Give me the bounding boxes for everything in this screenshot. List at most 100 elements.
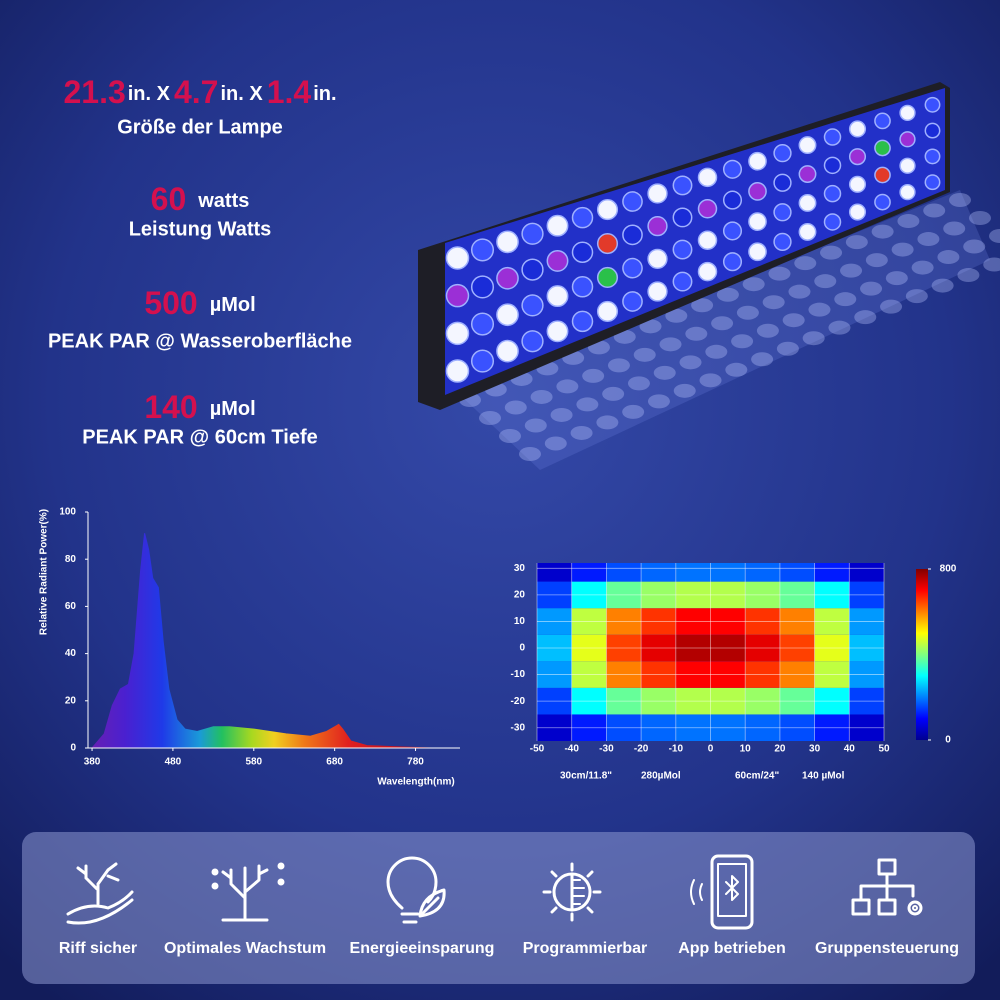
y-axis-label: Relative Radiant Power(%): [39, 509, 50, 635]
colorbar-label: 800: [940, 564, 957, 575]
x-tick-label: 680: [326, 757, 343, 768]
feature-label: Energieeinsparung: [350, 940, 495, 957]
lamp-reflection-led: [834, 292, 857, 307]
heat-cell: [849, 563, 884, 582]
spec-number: 60: [151, 181, 187, 217]
lamp-led: [848, 175, 867, 193]
lamp-reflection-led: [665, 308, 688, 323]
lamp-led: [571, 241, 594, 263]
lamp-reflection-led: [570, 425, 593, 440]
lamp-led: [924, 174, 941, 191]
spec-unit: in. X: [220, 83, 263, 105]
lamp-reflection-led: [742, 277, 765, 292]
lamp-reflection-led: [756, 323, 779, 338]
lamp-led: [773, 232, 792, 251]
lamp-led: [470, 312, 495, 336]
spec-label: Leistung Watts: [129, 218, 272, 240]
lamp-led: [798, 222, 817, 241]
x-tick-label: 50: [878, 744, 890, 755]
lamp-led: [697, 230, 718, 250]
heatmap-annotation: 60cm/24": [735, 771, 779, 782]
lamp-led: [748, 242, 767, 262]
lamp-reflection: [460, 190, 990, 470]
lamp-reflection-led: [524, 418, 547, 433]
lamp-reflection-led: [949, 193, 971, 207]
lamp-face: [445, 88, 945, 395]
spec-label: PEAK PAR @ Wasseroberfläche: [48, 330, 352, 352]
lamp-led: [773, 203, 792, 222]
spec-list: 21.3 in. X 4.7 in. X 1.4 in.Größe der Lampe60…: [48, 74, 352, 448]
icon-coral: [211, 862, 285, 922]
icon-app: [690, 854, 754, 930]
lamp-reflection-led: [711, 316, 734, 331]
lamp-reflection-led: [768, 266, 791, 281]
lamp-reflection-led: [685, 326, 708, 341]
lamp-led: [596, 232, 619, 255]
lamp-led: [571, 310, 594, 333]
lamp-led: [874, 139, 891, 157]
lamp-reflection-led: [891, 242, 914, 257]
lamp-led: [899, 104, 916, 121]
lamp-led: [899, 131, 916, 148]
lamp-reflection-led: [983, 257, 1000, 272]
feature-label: App betrieben: [678, 940, 786, 957]
heat-cell: [745, 563, 780, 582]
y-tick-label: 0: [519, 643, 525, 654]
lamp-reflection-led: [576, 397, 599, 412]
y-tick-label: 60: [65, 601, 77, 612]
lamp-led: [748, 182, 767, 201]
lamp-reflection-led: [917, 232, 940, 247]
lamp-led: [874, 112, 891, 130]
lamp-led: [571, 206, 594, 229]
lamp-led: [697, 167, 718, 188]
lamp-led: [470, 275, 495, 299]
spec-number: 500: [144, 285, 197, 321]
lamp-reflection-led: [762, 295, 785, 310]
lamp-reflection-led: [582, 368, 605, 383]
lamp-led: [823, 213, 842, 231]
lamp-reflection-led: [854, 310, 877, 325]
lamp-led: [773, 173, 792, 192]
spec-unit: in. X: [128, 83, 171, 105]
colorbar: [916, 569, 928, 740]
lamp-led: [496, 230, 519, 254]
lamp-led: [798, 194, 817, 212]
x-tick-label: 780: [407, 757, 424, 768]
lamp-led: [546, 249, 569, 272]
y-tick-label: 20: [514, 590, 526, 601]
lamp-reflection-led: [905, 289, 928, 304]
spec-unit: in.: [313, 83, 336, 105]
lamp-led: [546, 214, 569, 237]
feature-label: Programmierbar: [523, 940, 648, 957]
lamp-led: [596, 199, 619, 221]
lamp-reflection-led: [725, 362, 748, 377]
lamp-reflection-led: [673, 383, 696, 398]
lamp-led: [622, 224, 643, 246]
lamp-led: [874, 193, 891, 211]
lamp-reflection-led: [860, 281, 883, 296]
y-tick-label: 0: [70, 743, 76, 754]
lamp-led: [672, 271, 693, 292]
x-tick-label: 20: [774, 744, 786, 755]
lamp-led: [521, 222, 544, 245]
lamp-reflection-led: [957, 268, 980, 283]
heatmap-annotation: 30cm/11.8": [560, 771, 612, 782]
x-tick-label: -20: [634, 744, 649, 755]
heat-cell: [675, 563, 711, 582]
heatmap-annotation: 280µMol: [641, 771, 681, 782]
lamp-led: [622, 191, 643, 212]
feature-label: Gruppensteuerung: [815, 940, 959, 957]
lamp-reflection-led: [530, 389, 553, 404]
x-tick-label: 10: [740, 744, 752, 755]
lamp-image: [418, 82, 1000, 470]
lamp-reflection-led: [622, 404, 645, 419]
y-tick-label: 100: [59, 507, 76, 518]
lamp-led: [848, 120, 867, 138]
lamp-reflection-led: [782, 313, 805, 328]
lamp-led: [672, 207, 693, 228]
lamp-led: [496, 266, 519, 290]
lamp-led: [823, 184, 842, 203]
